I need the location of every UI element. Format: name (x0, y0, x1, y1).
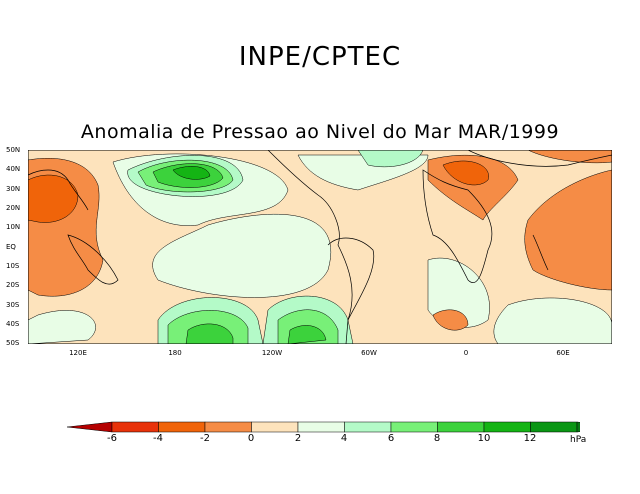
colorbar-segment (437, 421, 485, 433)
colorbar-tick: -2 (200, 433, 210, 444)
lon-label: 120W (261, 349, 283, 357)
colorbar-tick: 2 (294, 433, 302, 444)
anomaly-map (28, 150, 612, 344)
lon-label: 60E (556, 349, 570, 357)
colorbar-segment (344, 421, 392, 433)
colorbar-tick: -4 (153, 433, 163, 444)
colorbar-arrow-low (66, 421, 113, 433)
lat-label: EQ (6, 243, 16, 251)
lat-label: 10N (6, 223, 21, 231)
organization-title: INPE/CPTEC (238, 42, 402, 72)
colorbar-unit: hPa (570, 435, 587, 445)
colorbar-tick: 0 (247, 433, 255, 444)
map-title: Anomalia de Pressao ao Nivel do Mar MAR/… (80, 121, 560, 143)
darkest-green-contours (172, 166, 211, 180)
colorbar-segment (390, 421, 438, 433)
lat-label: 30N (6, 185, 21, 193)
colorbar-segment (530, 421, 578, 433)
lat-label: 20S (6, 281, 20, 289)
colorbar-arrow-high (576, 421, 580, 433)
colorbar-tick: 4 (340, 433, 348, 444)
lat-label: 40S (6, 320, 20, 328)
lon-label: 120E (69, 349, 87, 357)
colorbar-tick: 8 (433, 433, 441, 444)
coastlines (28, 150, 612, 344)
colorbar (66, 421, 580, 433)
red-orange-contours (28, 160, 489, 223)
lat-label: 20N (6, 204, 21, 212)
lon-label: 180 (168, 349, 182, 357)
colorbar-segment (204, 421, 252, 433)
lat-label: 50N (6, 146, 21, 154)
lat-label: 50S (6, 339, 20, 347)
colorbar-tick: 10 (477, 433, 491, 444)
lon-label: 0 (463, 349, 469, 357)
colorbar-tick: -6 (107, 433, 117, 444)
lon-label: 60W (361, 349, 377, 357)
lat-label: 10S (6, 262, 20, 270)
colorbar-segment (158, 421, 206, 433)
colorbar-tick: 6 (387, 433, 395, 444)
lat-label: 40N (6, 165, 21, 173)
colorbar-tick: 12 (523, 433, 537, 444)
lat-label: 30S (6, 301, 20, 309)
colorbar-segment (251, 421, 299, 433)
colorbar-segment (297, 421, 345, 433)
colorbar-segment (111, 421, 159, 433)
colorbar-segment (483, 421, 531, 433)
